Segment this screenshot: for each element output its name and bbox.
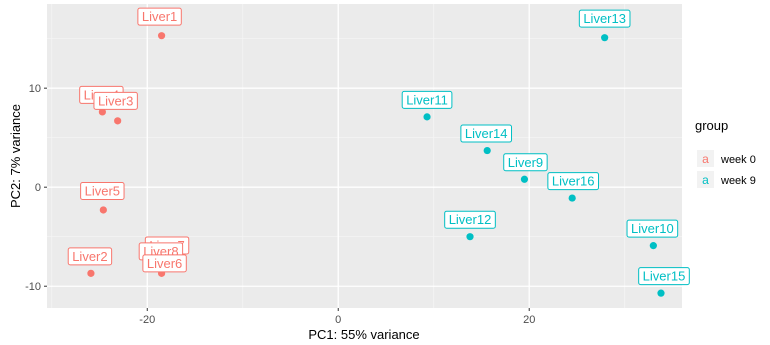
data-point [568, 194, 576, 202]
point-label: Liver3 [93, 91, 138, 110]
point-label: Liver2 [67, 247, 113, 266]
point-label: Liver14 [460, 124, 513, 143]
point-label-text: Liver3 [98, 93, 133, 108]
point-label-text: Liver11 [406, 92, 448, 107]
data-point [520, 175, 529, 183]
point-label: Liver5 [80, 181, 125, 200]
point-label-text: Liver12 [449, 212, 492, 227]
legend-item: a week 0 [697, 150, 756, 167]
legend-title: group [695, 118, 728, 133]
point-label: Liver6 [142, 254, 187, 273]
x-axis: -20 0 20 [139, 308, 535, 326]
point-label-box [638, 267, 690, 286]
point-label-box [626, 219, 679, 238]
legend-key [697, 150, 714, 167]
point-label: Liver11 [401, 90, 453, 109]
legend-item: a week 9 [697, 171, 756, 188]
point-label: Liver13 [578, 9, 631, 28]
point-label: Liver10 [626, 219, 679, 238]
x-tick-label: 20 [523, 314, 535, 326]
plot-panel [47, 4, 682, 308]
point-label-box [547, 172, 600, 191]
point-label: Liver16 [547, 172, 600, 191]
data-point [99, 206, 107, 214]
point-label-text: Liver5 [85, 183, 120, 198]
data-point [466, 233, 474, 241]
point-label-box [67, 247, 113, 266]
data-point [87, 269, 95, 277]
y-tick-label: 0 [35, 182, 41, 194]
point-label-box [460, 124, 513, 143]
point-label-text: Liver13 [583, 11, 626, 26]
point-label-text: Liver2 [72, 249, 107, 264]
point-label-text: Liver1 [142, 9, 177, 24]
point-labels: Liver1Liver4Liver3Liver5Liver7Liver8Live… [67, 7, 690, 286]
point-label-box [401, 90, 453, 109]
y-tick-label: 10 [29, 83, 41, 95]
point-label: Liver12 [444, 210, 496, 229]
point-label-box [503, 153, 548, 172]
x-tick-label: 0 [335, 314, 341, 326]
data-point [98, 108, 106, 116]
legend: group a week 0 a week 9 [695, 118, 756, 188]
data-point [657, 289, 665, 297]
point-label-box [80, 181, 125, 200]
point-label: Liver1 [137, 7, 182, 26]
point-label-text: Liver16 [552, 174, 595, 189]
data-point [114, 117, 122, 125]
data-point [649, 242, 657, 250]
legend-key [697, 171, 714, 188]
legend-key-glyph: a [702, 173, 709, 187]
data-point [423, 113, 431, 121]
point-label-text: Liver10 [631, 221, 674, 236]
y-axis-title: PC2: 7% variance [8, 104, 23, 208]
point-label-box [137, 7, 182, 26]
point-label-box [444, 210, 496, 229]
data-point [601, 34, 609, 42]
point-label-box [578, 9, 631, 28]
data-point [157, 32, 166, 40]
y-tick-label: -10 [25, 281, 41, 293]
y-axis: -10 0 10 [25, 83, 47, 293]
point-label-box [142, 254, 187, 273]
data-point [483, 146, 491, 155]
point-label-text: Liver14 [465, 126, 508, 141]
legend-label: week 0 [720, 154, 756, 166]
x-tick-label: -20 [139, 314, 155, 326]
point-label: Liver15 [638, 267, 690, 286]
legend-label: week 9 [720, 175, 756, 187]
point-label-text: Liver6 [147, 256, 182, 271]
point-label: Liver9 [503, 153, 548, 172]
legend-key-glyph: a [702, 152, 709, 166]
point-label-text: Liver9 [508, 155, 543, 170]
point-label-box [93, 91, 138, 110]
x-axis-title: PC1: 55% variance [308, 327, 419, 342]
point-label-text: Liver15 [643, 269, 686, 284]
